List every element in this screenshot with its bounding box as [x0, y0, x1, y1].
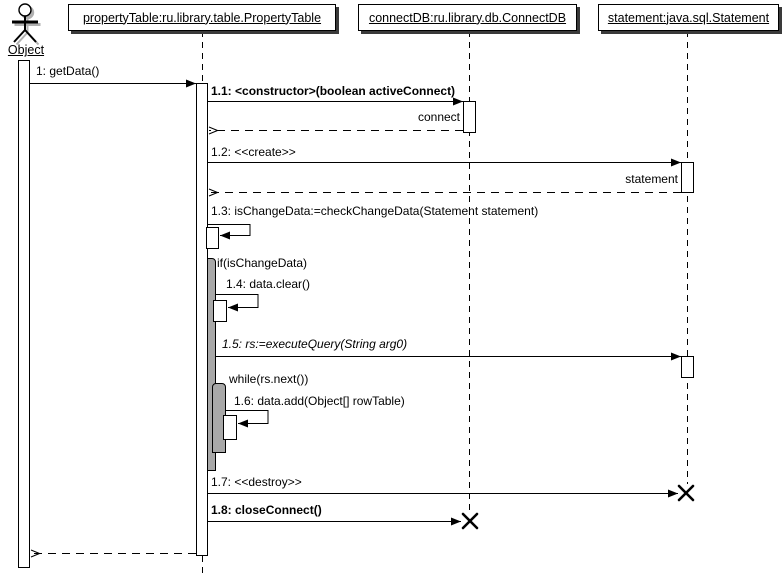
- activation-self-dataadd[interactable]: [223, 415, 237, 440]
- destroy-x-statement[interactable]: [677, 484, 695, 502]
- message-label-create[interactable]: 1.2: <<create>>: [211, 145, 296, 159]
- actor-label[interactable]: Object: [7, 43, 45, 57]
- message-label-destroy[interactable]: 1.7: <<destroy>>: [211, 475, 302, 489]
- activation-propertytable-main[interactable]: [196, 83, 208, 556]
- message-label-checkchangedata[interactable]: 1.3: isChangeData:=checkChangeData(State…: [211, 204, 539, 218]
- self-call-arrow-checkchangedata[interactable]: [208, 224, 251, 240]
- activation-self-checkchangedata[interactable]: [206, 227, 219, 249]
- guard-label-if[interactable]: if(isChangeData): [217, 256, 308, 270]
- message-label-executequery[interactable]: 1.5: rs:=executeQuery(String arg0): [222, 337, 408, 351]
- lifeline-head-statement[interactable]: statement:java.sql.Statement: [598, 4, 779, 31]
- lifeline-head-connectdb[interactable]: connectDB:ru.library.db.ConnectDB: [358, 4, 577, 31]
- message-label-constructor[interactable]: 1.1: <constructor>(boolean activeConnect…: [211, 84, 456, 98]
- message-label-dataadd[interactable]: 1.6: data.add(Object[] rowTable): [234, 394, 405, 408]
- lifeline-head-connectdb-label: connectDB:ru.library.db.ConnectDB: [368, 10, 567, 25]
- guard-label-while[interactable]: while(rs.next()): [229, 372, 309, 386]
- self-call-arrow-dataadd[interactable]: [226, 410, 269, 428]
- activation-connectdb-constructor[interactable]: [463, 101, 476, 133]
- message-label-getdata[interactable]: 1: getData(): [36, 64, 100, 78]
- return-label-connect[interactable]: connect: [417, 110, 460, 124]
- lifeline-head-propertytable-label: propertyTable:ru.library.table.PropertyT…: [82, 10, 322, 25]
- message-label-closeconnect[interactable]: 1.8: closeConnect(): [211, 503, 322, 517]
- actor-stick-figure-icon[interactable]: [12, 3, 38, 43]
- activation-actor[interactable]: [18, 60, 30, 568]
- return-label-statement[interactable]: statement: [625, 172, 678, 186]
- activation-self-dataclear[interactable]: [213, 300, 227, 322]
- activation-statement-create[interactable]: [681, 162, 694, 193]
- activation-statement-executequery[interactable]: [681, 356, 694, 378]
- self-call-arrow-dataclear[interactable]: [216, 294, 259, 312]
- lifeline-head-propertytable[interactable]: propertyTable:ru.library.table.PropertyT…: [68, 4, 336, 31]
- lifeline-head-statement-label: statement:java.sql.Statement: [607, 10, 770, 25]
- message-label-dataclear[interactable]: 1.4: data.clear(): [226, 277, 311, 291]
- destroy-x-connectdb[interactable]: [461, 512, 479, 530]
